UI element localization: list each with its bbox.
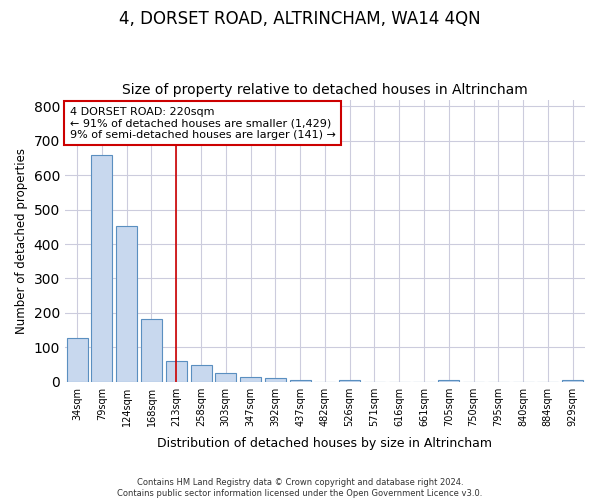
Text: 4 DORSET ROAD: 220sqm
← 91% of detached houses are smaller (1,429)
9% of semi-de: 4 DORSET ROAD: 220sqm ← 91% of detached … <box>70 106 336 140</box>
Bar <box>290 380 311 382</box>
Text: 4, DORSET ROAD, ALTRINCHAM, WA14 4QN: 4, DORSET ROAD, ALTRINCHAM, WA14 4QN <box>119 10 481 28</box>
Bar <box>141 318 162 382</box>
Bar <box>438 380 459 382</box>
Bar <box>562 380 583 382</box>
Bar <box>240 377 261 382</box>
Bar <box>339 380 360 382</box>
Bar <box>215 373 236 382</box>
Bar <box>91 154 112 382</box>
Y-axis label: Number of detached properties: Number of detached properties <box>15 148 28 334</box>
Text: Contains HM Land Registry data © Crown copyright and database right 2024.
Contai: Contains HM Land Registry data © Crown c… <box>118 478 482 498</box>
Bar <box>265 378 286 382</box>
X-axis label: Distribution of detached houses by size in Altrincham: Distribution of detached houses by size … <box>157 437 493 450</box>
Bar <box>116 226 137 382</box>
Bar <box>191 365 212 382</box>
Title: Size of property relative to detached houses in Altrincham: Size of property relative to detached ho… <box>122 83 528 97</box>
Bar <box>166 361 187 382</box>
Bar <box>67 338 88 382</box>
